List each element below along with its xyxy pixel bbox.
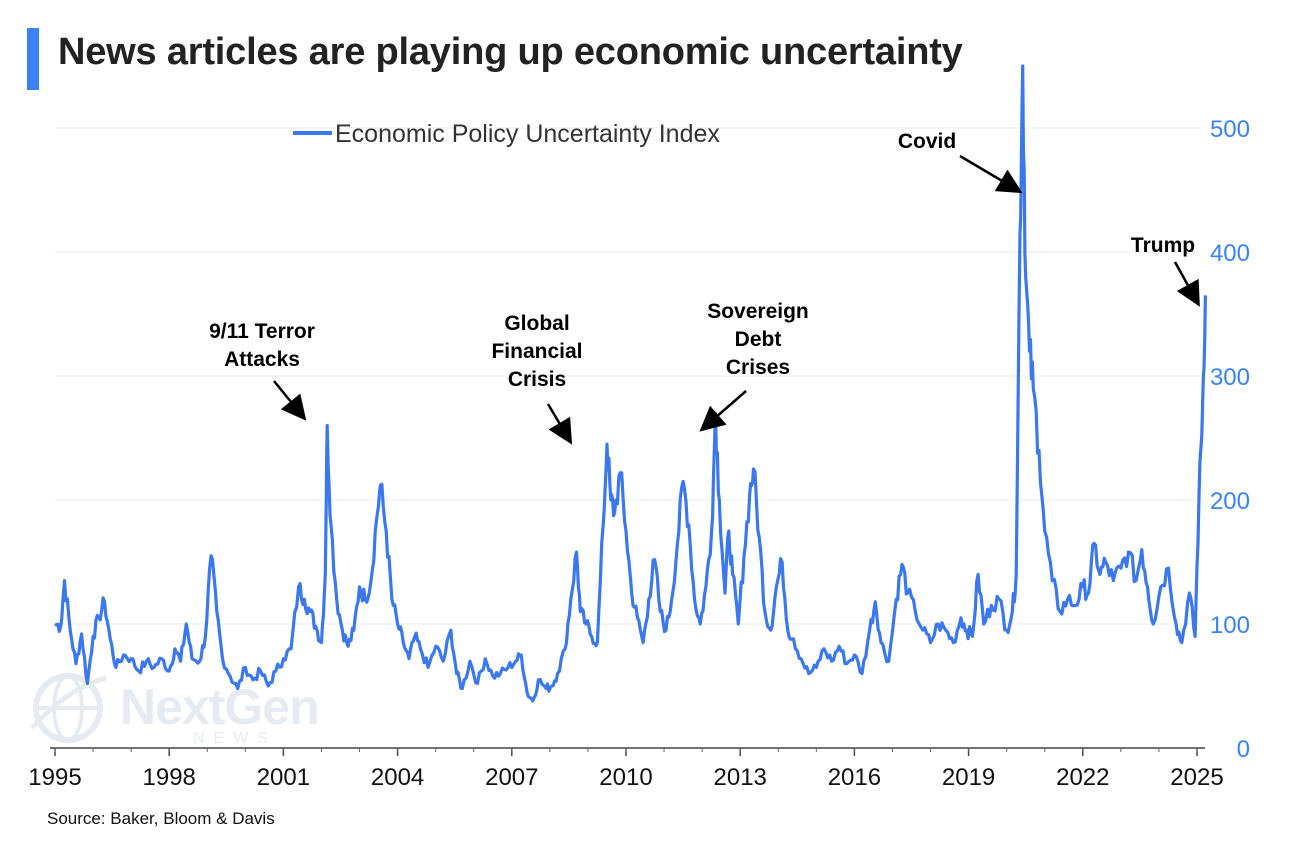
x-axis: 1995 1998 2001 2004 2007 2010 2013 2016 2019 2022… xyxy=(28,747,1224,791)
y-tick-label: 400 xyxy=(1210,240,1250,267)
x-tick-label: 2019 xyxy=(942,764,995,791)
watermark-logo: NextGen NEWS xyxy=(28,668,368,758)
x-tick-label: 2001 xyxy=(257,764,310,791)
y-tick-label: 200 xyxy=(1210,488,1250,515)
watermark-sub: NEWS xyxy=(193,730,277,747)
annotation-arrow xyxy=(546,403,573,445)
annotation-arrow xyxy=(1173,261,1200,307)
x-tick-label: 1998 xyxy=(143,764,196,791)
y-tick-label: 100 xyxy=(1210,612,1250,639)
annotation-label: 9/11 Terror Attacks xyxy=(209,320,315,371)
watermark-name: NextGen xyxy=(120,679,320,735)
annotation-arrow xyxy=(699,390,747,432)
x-tick-label: 2010 xyxy=(599,764,652,791)
x-tick-label: 2025 xyxy=(1170,764,1223,791)
legend: Economic Policy Uncertainty Index xyxy=(293,120,720,148)
x-tick-label: 2004 xyxy=(371,764,424,791)
x-tick-label: 2016 xyxy=(828,764,881,791)
chart-area: 1995 1998 2001 2004 2007 2010 2013 2016 2019 2022… xyxy=(28,64,1250,791)
annotation-arrow xyxy=(273,380,307,421)
title-accent-bar xyxy=(27,28,39,90)
chart-title: News articles are playing up economic un… xyxy=(58,31,963,73)
annotation-label: Covid xyxy=(898,130,956,153)
annotation-label: Global Financial Crisis xyxy=(491,312,582,391)
y-axis: 0 100 200 300 400 500 xyxy=(1210,116,1250,763)
y-tick-label: 0 xyxy=(1237,736,1250,763)
x-tick-label: 2013 xyxy=(714,764,767,791)
annotation-arrow xyxy=(959,154,1023,194)
annotation-label: Trump xyxy=(1131,234,1195,257)
source-note: Source: Baker, Bloom & Davis xyxy=(47,809,275,828)
x-tick-label: 1995 xyxy=(28,764,81,791)
series-line-epu xyxy=(54,64,1207,703)
legend-label: Economic Policy Uncertainty Index xyxy=(335,120,720,148)
x-tick-label: 2022 xyxy=(1056,764,1109,791)
globe-icon xyxy=(30,673,107,743)
y-tick-label: 500 xyxy=(1210,116,1250,143)
x-tick-label: 2007 xyxy=(485,764,538,791)
annotations: 9/11 Terror Attacks Global Financial Crisis S… xyxy=(209,130,1200,445)
y-tick-label: 300 xyxy=(1210,364,1250,391)
annotation-label: Sovereign Debt Crises xyxy=(707,300,809,379)
